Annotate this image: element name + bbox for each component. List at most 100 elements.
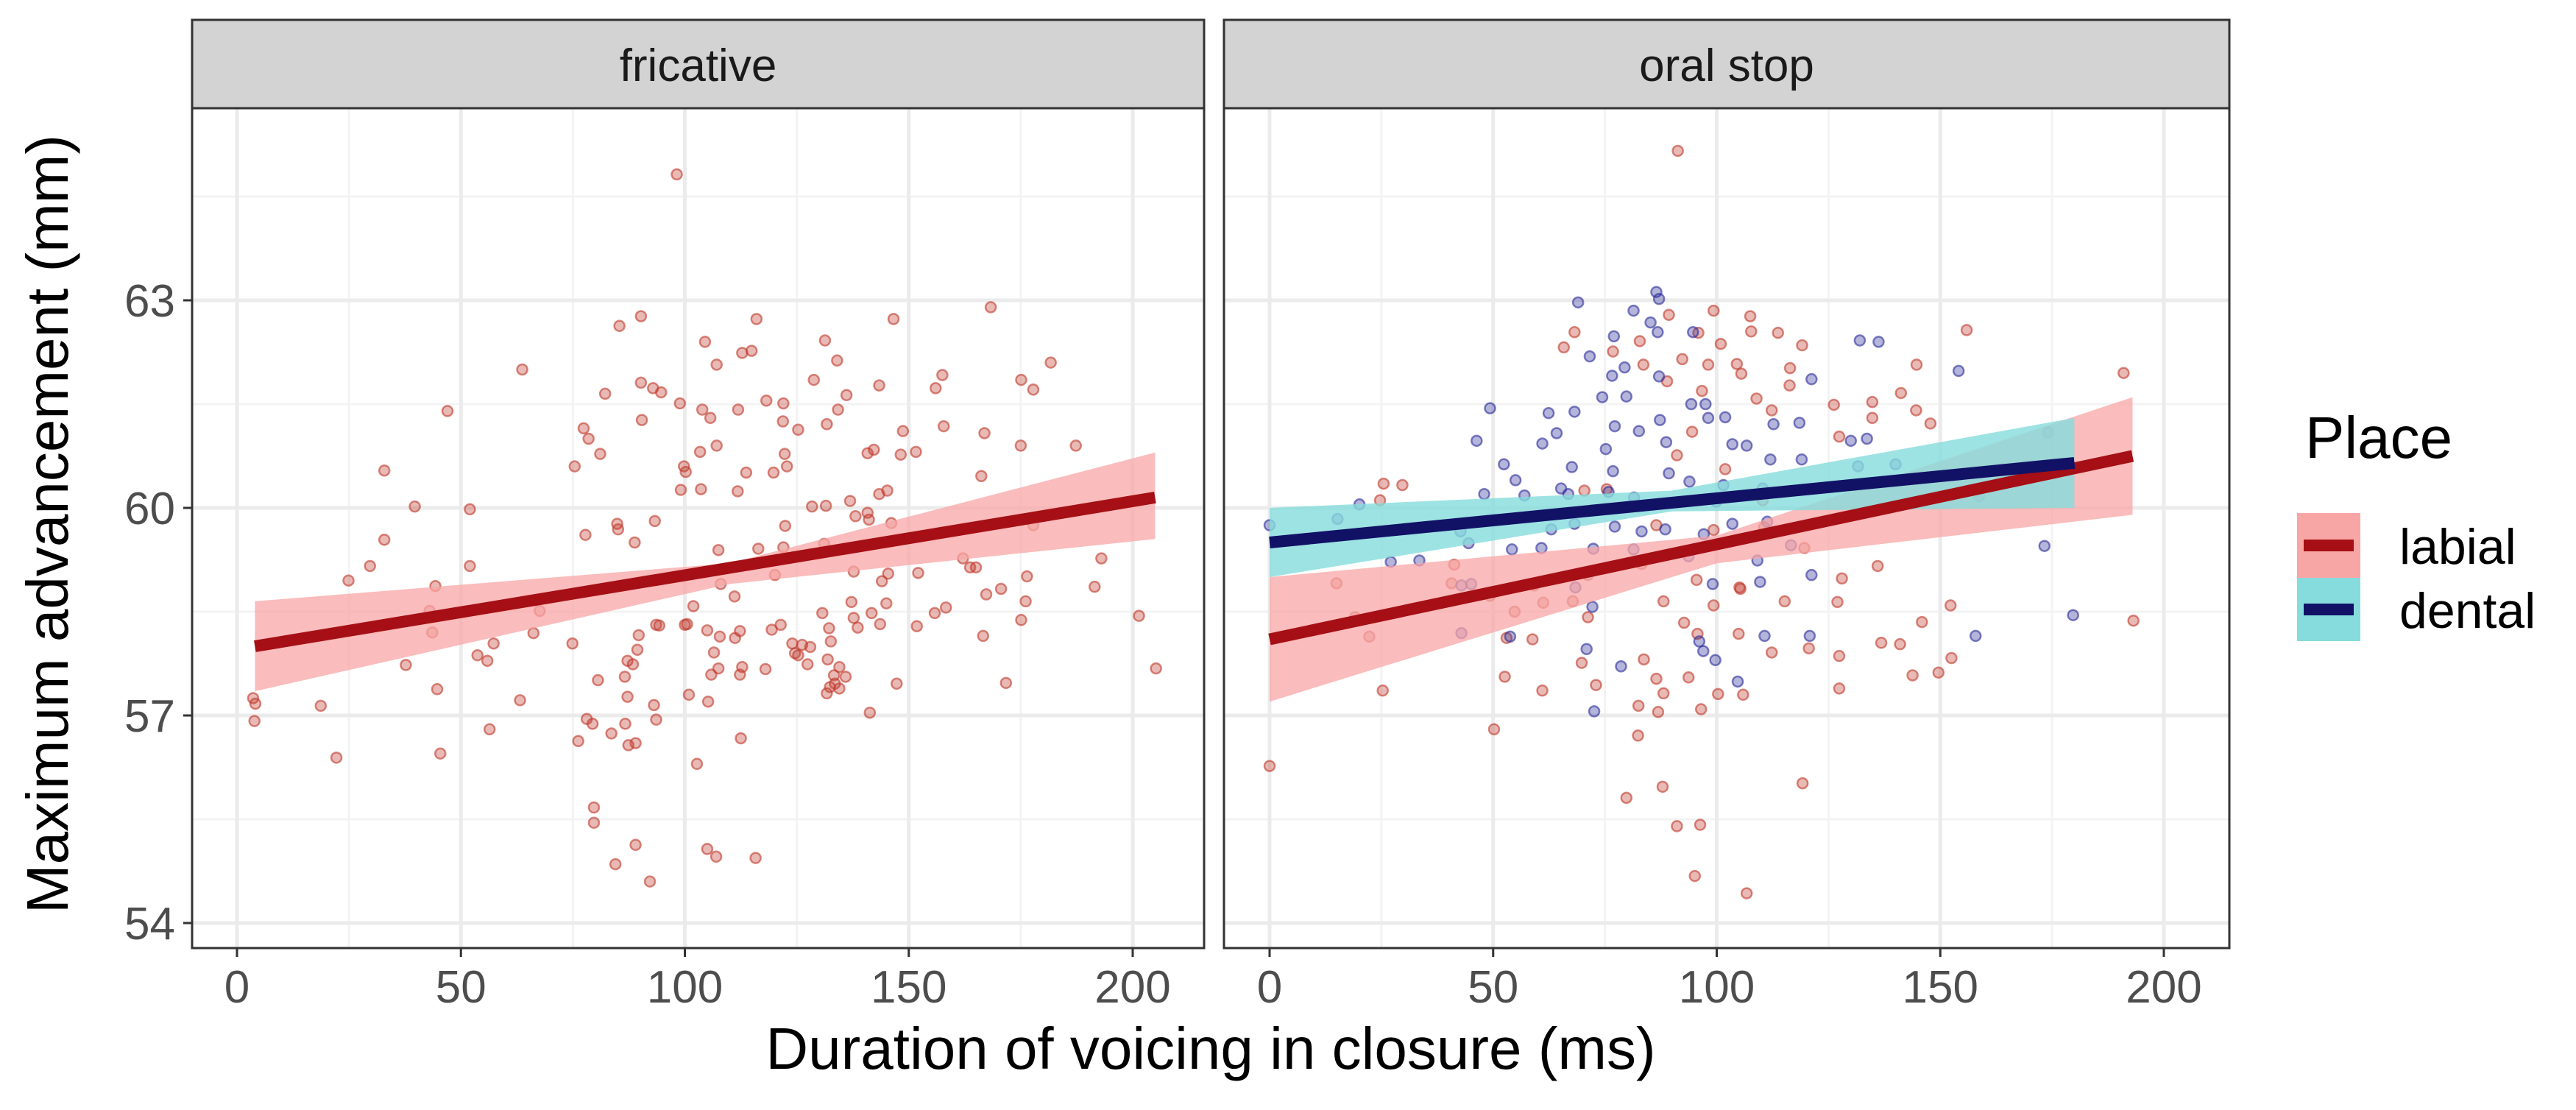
data-point-labial — [910, 445, 922, 459]
data-point-dental — [1568, 406, 1581, 418]
data-point-dental — [1702, 411, 1715, 425]
data-point-dental — [1536, 437, 1549, 450]
data-point-labial — [1582, 611, 1594, 623]
data-point-labial — [710, 439, 723, 452]
x-tick-label: 50 — [436, 962, 486, 1013]
data-point-dental — [1620, 390, 1633, 403]
data-point-labial — [1796, 777, 1809, 790]
data-point-labial — [1637, 358, 1650, 371]
data-point-labial — [441, 405, 454, 417]
data-point-labial — [1677, 616, 1691, 629]
data-point-labial — [776, 415, 790, 428]
data-point-labial — [464, 503, 476, 516]
data-point-labial — [1831, 595, 1844, 609]
data-point-labial — [378, 464, 391, 477]
data-point-labial — [674, 484, 687, 496]
data-point-labial — [1733, 581, 1746, 594]
data-point-dental — [1764, 453, 1777, 466]
data-point-labial — [1685, 425, 1699, 438]
data-point-labial — [650, 713, 662, 726]
data-point-labial — [1657, 595, 1670, 608]
data-point-labial — [1707, 523, 1720, 537]
data-point-labial — [634, 376, 648, 389]
data-point-labial — [1015, 373, 1027, 386]
data-point-labial — [696, 403, 709, 416]
data-point-labial — [1044, 356, 1057, 369]
data-point-labial — [740, 466, 753, 479]
y-tick-label: 63 — [124, 276, 175, 327]
data-point-labial — [1694, 819, 1707, 831]
data-point-labial — [1027, 383, 1040, 396]
data-point-labial — [1632, 729, 1644, 742]
data-point-labial — [1663, 308, 1675, 321]
data-point-labial — [868, 443, 880, 456]
data-point-dental — [1654, 414, 1666, 426]
data-point-dental — [1952, 364, 1965, 378]
data-point-labial — [1836, 572, 1848, 585]
data-point-labial — [734, 668, 746, 681]
data-point-labial — [1871, 559, 1884, 573]
data-point-labial — [852, 621, 864, 634]
data-point-dental — [1805, 372, 1818, 386]
data-point-labial — [728, 590, 741, 603]
data-point-labial — [516, 363, 528, 376]
data-point-labial — [635, 414, 648, 426]
y-tick-label: 57 — [124, 691, 175, 742]
data-point-labial — [1676, 353, 1688, 366]
data-point-labial — [527, 626, 540, 640]
data-point-labial — [701, 695, 715, 708]
data-point-labial — [471, 648, 484, 662]
data-point-labial — [873, 379, 885, 392]
data-point-dental — [1652, 325, 1664, 339]
data-point-labial — [1657, 687, 1670, 700]
data-point-dental — [1872, 336, 1885, 348]
data-point-labial — [1733, 627, 1745, 640]
data-point-labial — [977, 629, 990, 643]
data-point-labial — [1656, 780, 1669, 793]
data-point-labial — [631, 643, 644, 656]
data-point-labial — [1745, 325, 1758, 338]
fit-line-labial — [1268, 450, 2134, 646]
data-point-labial — [1095, 552, 1108, 565]
data-point-labial — [582, 432, 595, 445]
data-point-labial — [786, 637, 799, 650]
data-point-labial — [875, 575, 888, 587]
data-point-labial — [843, 495, 857, 507]
data-point-labial — [821, 418, 833, 431]
data-point-labial — [1089, 580, 1101, 593]
data-point-labial — [863, 706, 877, 719]
data-point-dental — [1659, 523, 1671, 536]
data-point-labial — [701, 624, 714, 637]
data-point-labial — [1735, 367, 1748, 380]
x-axis-title: Duration of voicing in closure (ms) — [765, 1016, 1655, 1081]
data-point-dental — [1687, 325, 1699, 339]
data-point-labial — [712, 544, 725, 556]
data-point-dental — [1644, 316, 1657, 329]
data-point-dental — [1632, 425, 1646, 437]
data-point-labial — [807, 373, 820, 386]
data-point-labial — [612, 523, 625, 536]
data-point-labial — [1568, 325, 1581, 339]
data-point-dental — [1478, 487, 1490, 501]
data-point-dental — [1509, 474, 1522, 487]
data-point-dental — [1652, 292, 1666, 305]
data-point-labial — [481, 654, 494, 667]
data-point-labial — [1894, 386, 1908, 400]
data-point-dental — [1740, 439, 1753, 452]
data-point-dental — [1844, 434, 1857, 448]
data-point-dental — [1803, 629, 1816, 643]
data-point-labial — [594, 448, 606, 460]
data-point-labial — [1960, 324, 1973, 336]
data-point-dental — [1607, 330, 1621, 343]
data-point-labial — [1694, 703, 1708, 715]
data-point-labial — [778, 448, 791, 460]
data-point-labial — [804, 640, 817, 654]
data-point-labial — [1707, 599, 1720, 612]
data-point-dental — [1599, 442, 1613, 456]
data-point-labial — [729, 632, 741, 644]
data-point-dental — [1767, 418, 1780, 431]
x-tick-label: 150 — [871, 962, 946, 1013]
data-point-dental — [1731, 675, 1744, 688]
data-point-labial — [693, 445, 707, 459]
x-tick-label: 100 — [647, 962, 723, 1013]
